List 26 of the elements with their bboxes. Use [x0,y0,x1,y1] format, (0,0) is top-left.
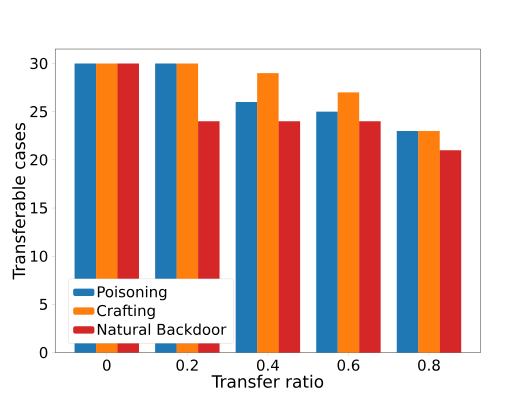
bar [316,111,338,352]
bar [278,121,300,352]
legend-label: Poisoning [98,286,166,300]
y-tick-label: 5 [40,298,48,310]
legend-label: Natural Backdoor [98,323,226,335]
bar [418,130,440,352]
x-axis-title: Transfer ratio [212,374,324,388]
x-tick-label: 0.8 [418,359,440,371]
y-axis-title: Transferable cases [12,122,26,280]
x-tick-label: 0 [103,359,111,371]
bar [359,121,381,352]
x-tick-label: 0.4 [257,359,279,371]
y-tick-label: 0 [40,346,48,358]
x-tick-label: 0.6 [338,359,360,371]
y-tick-label: 30 [30,58,48,69]
bar [396,130,418,352]
y-tick-label: 10 [30,250,48,262]
bar [257,72,279,352]
y-tick-label: 20 [30,154,48,166]
x-tick-label: 0.2 [176,359,198,371]
bar [338,92,360,352]
bar [236,102,258,352]
y-tick-label: 25 [30,106,48,118]
legend-label: Crafting [97,304,155,319]
y-tick-label: 15 [30,202,48,214]
bar [440,150,462,352]
